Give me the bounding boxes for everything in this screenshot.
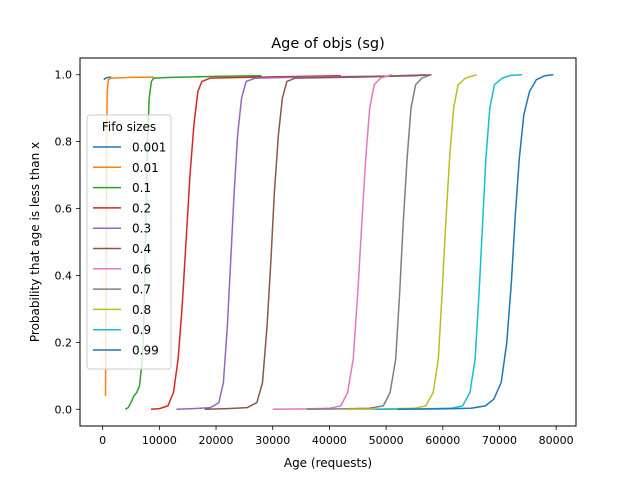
legend-label-0.7: 0.7 [132,283,151,297]
legend-label-0.99: 0.99 [132,344,159,358]
y-tick-label: 1.0 [55,69,73,82]
x-tick-label: 50000 [369,434,404,447]
x-tick-label: 80000 [539,434,574,447]
series-line-0.4 [204,73,432,411]
legend-label-0.1: 0.1 [132,181,151,195]
y-axis-label: Probability that age is less than x [28,142,42,342]
x-tick-label: 0 [99,434,106,447]
legend-label-0.3: 0.3 [132,222,151,236]
legend-label-0.6: 0.6 [132,262,151,276]
legend-box [86,114,172,370]
plot-frame [79,57,577,427]
y-tick-label: 0.0 [55,403,73,416]
y-tick-label: 0.6 [55,203,73,216]
series-line-0.9 [374,73,523,411]
x-tick-label: 30000 [255,434,290,447]
y-tick-label: 0.2 [55,336,73,349]
legend-label-0.8: 0.8 [132,303,151,317]
legend: Fifo sizes 0.0010.010.10.20.30.40.60.70.… [86,114,172,370]
x-tick-label: 20000 [199,434,234,447]
chart-title: Age of objs (sg) [271,36,385,52]
y-tick-label: 0.8 [55,136,73,149]
x-axis-label: Age (requests) [284,456,372,470]
legend-label-0.01: 0.01 [132,161,159,175]
legend-label-0.2: 0.2 [132,201,151,215]
y-tick-label: 0.4 [55,269,73,282]
legend-label-0.4: 0.4 [132,242,151,256]
x-axis: 0 10000 20000 30000 40000 50000 60000 70000 8000… [99,426,574,447]
x-tick-label: 70000 [482,434,517,447]
legend-title: Fifo sizes [102,120,156,134]
series-line-0.3 [176,73,426,411]
x-tick-label: 40000 [312,434,347,447]
y-axis: 0.0 0.2 0.4 0.6 0.8 1.0 [55,69,80,416]
legend-label-0.9: 0.9 [132,323,151,337]
series-line-0.99 [397,73,554,411]
series-line-0.2 [150,74,341,411]
legend-label-0.001: 0.001 [132,141,166,155]
x-tick-label: 10000 [142,434,177,447]
x-tick-label: 60000 [425,434,460,447]
series-line-0.001 [103,76,112,81]
series-line-0.7 [306,73,432,411]
legend-items: 0.001 0.01 0.1 0.2 0.3 0.4 0.6 0.7 0.8 0.9 0.99 [93,141,166,358]
